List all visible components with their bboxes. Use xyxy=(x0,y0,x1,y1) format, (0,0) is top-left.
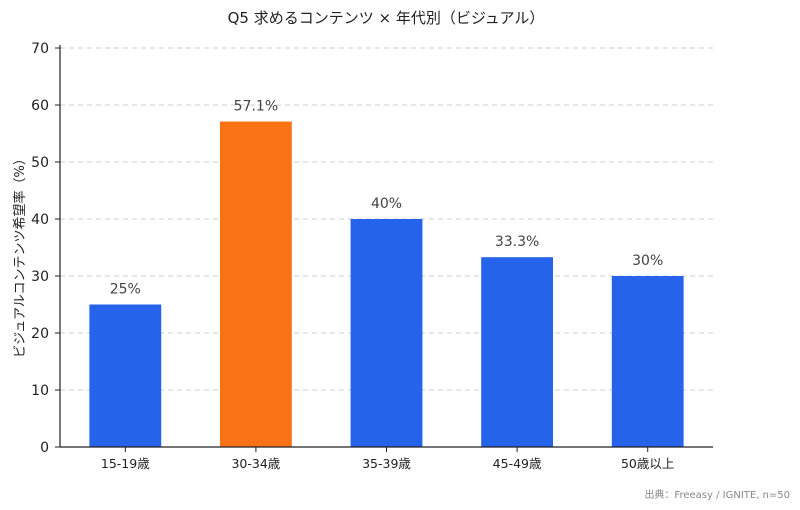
bars xyxy=(89,121,684,447)
bar-value-label: 40% xyxy=(371,196,402,212)
x-tick-label: 45-49歳 xyxy=(493,456,542,471)
y-tick-label: 70 xyxy=(31,41,49,57)
bar xyxy=(219,121,292,447)
bar-value-label: 33.3% xyxy=(495,234,539,250)
y-tick-label: 60 xyxy=(31,98,49,114)
bar-value-label: 30% xyxy=(632,253,663,269)
y-tick-label: 50 xyxy=(31,155,49,171)
bar xyxy=(481,257,554,447)
y-tick-label: 10 xyxy=(31,383,49,399)
chart-title: Q5 求めるコンテンツ × 年代別（ビジュアル） xyxy=(228,9,545,27)
bar xyxy=(89,304,162,447)
x-tick-label: 35-39歳 xyxy=(362,456,411,471)
x-tick-label: 50歳以上 xyxy=(621,456,674,471)
axes: 0 10 20 30 40 50 60 70 15-19歳 30-34歳 35-39歳 45-49歳 5… xyxy=(31,41,713,471)
y-tick-label: 30 xyxy=(31,269,49,285)
data-labels: 25% 57.1% 40% 33.3% 30% xyxy=(110,99,664,298)
bar xyxy=(611,276,684,447)
bar-value-label: 57.1% xyxy=(234,99,278,115)
y-tick-label: 20 xyxy=(31,326,49,342)
source-note: 出典：Freeasy / IGNITE, n=50 xyxy=(644,488,790,501)
y-tick-label: 0 xyxy=(40,440,49,456)
y-axis-label: ビジュアルコンテンツ希望率（%） xyxy=(12,152,28,358)
bar-value-label: 25% xyxy=(110,282,141,298)
y-tick-label: 40 xyxy=(31,212,49,228)
bar xyxy=(350,219,423,447)
x-tick-label: 30-34歳 xyxy=(231,456,280,471)
x-tick-label: 15-19歳 xyxy=(101,456,150,471)
